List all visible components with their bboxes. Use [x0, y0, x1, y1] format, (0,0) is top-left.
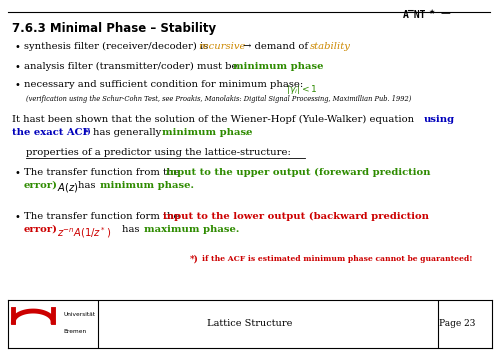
Text: It hast been shown that the solution of the Wiener-Hopf (Yule-Walker) equation: It hast been shown that the solution of …	[12, 115, 417, 124]
Text: The transfer function from the: The transfer function from the	[24, 168, 182, 177]
Text: minimum phase: minimum phase	[162, 128, 252, 137]
Text: •: •	[14, 62, 20, 72]
Text: minimum phase: minimum phase	[233, 62, 324, 71]
Text: *): *)	[190, 255, 199, 264]
Text: Universität: Universität	[64, 312, 96, 317]
Text: •: •	[14, 168, 20, 178]
Text: properties of a predictor using the lattice-structure:: properties of a predictor using the latt…	[26, 148, 291, 157]
Text: $A(z)$: $A(z)$	[57, 181, 78, 194]
Text: —: —	[440, 8, 450, 18]
Text: •: •	[14, 42, 20, 52]
Text: Bremen: Bremen	[64, 329, 87, 334]
Text: error): error)	[24, 181, 58, 190]
Text: A̅NT: A̅NT	[403, 10, 427, 20]
Text: 7.6.3 Minimal Phase – Stability: 7.6.3 Minimal Phase – Stability	[12, 22, 216, 35]
Text: *): *)	[84, 128, 92, 136]
Text: has: has	[122, 225, 142, 234]
Text: recursive: recursive	[198, 42, 246, 51]
Text: has: has	[78, 181, 98, 190]
Text: synthesis filter (receiver/decoder) is: synthesis filter (receiver/decoder) is	[24, 42, 212, 51]
Text: •: •	[14, 80, 20, 90]
Text: input to the lower output (backward prediction: input to the lower output (backward pred…	[163, 212, 429, 221]
Text: has generally: has generally	[93, 128, 164, 137]
Text: minimum phase.: minimum phase.	[100, 181, 194, 190]
Text: error): error)	[24, 225, 58, 234]
Text: → demand of: → demand of	[243, 42, 311, 51]
Text: The transfer function form the: The transfer function form the	[24, 212, 182, 221]
Text: analysis filter (transmitter/coder) must be: analysis filter (transmitter/coder) must…	[24, 62, 240, 71]
Text: $|\gamma_i| < 1$: $|\gamma_i| < 1$	[286, 83, 318, 96]
Text: input to the upper output (foreward prediction: input to the upper output (foreward pred…	[166, 168, 430, 177]
Text: $z^{-n}A(1/z^*)$: $z^{-n}A(1/z^*)$	[57, 225, 111, 240]
Text: Lattice Structure: Lattice Structure	[208, 319, 292, 329]
Text: ★: ★	[429, 9, 435, 15]
Text: •: •	[14, 212, 20, 222]
Text: (verification using the Schur-Cohn Test, see Proakis, Manolakis: Digital Signal : (verification using the Schur-Cohn Test,…	[26, 95, 411, 103]
Text: the exact ACF: the exact ACF	[12, 128, 90, 137]
Text: using: using	[424, 115, 455, 124]
Text: Page 23: Page 23	[439, 319, 475, 329]
Text: maximum phase.: maximum phase.	[144, 225, 240, 234]
Text: necessary and sufficient condition for minimum phase:: necessary and sufficient condition for m…	[24, 80, 306, 89]
Text: if the ACF is estimated minimum phase cannot be guaranteed!: if the ACF is estimated minimum phase ca…	[202, 255, 472, 263]
Text: stability: stability	[310, 42, 351, 51]
Text: .: .	[244, 128, 247, 137]
